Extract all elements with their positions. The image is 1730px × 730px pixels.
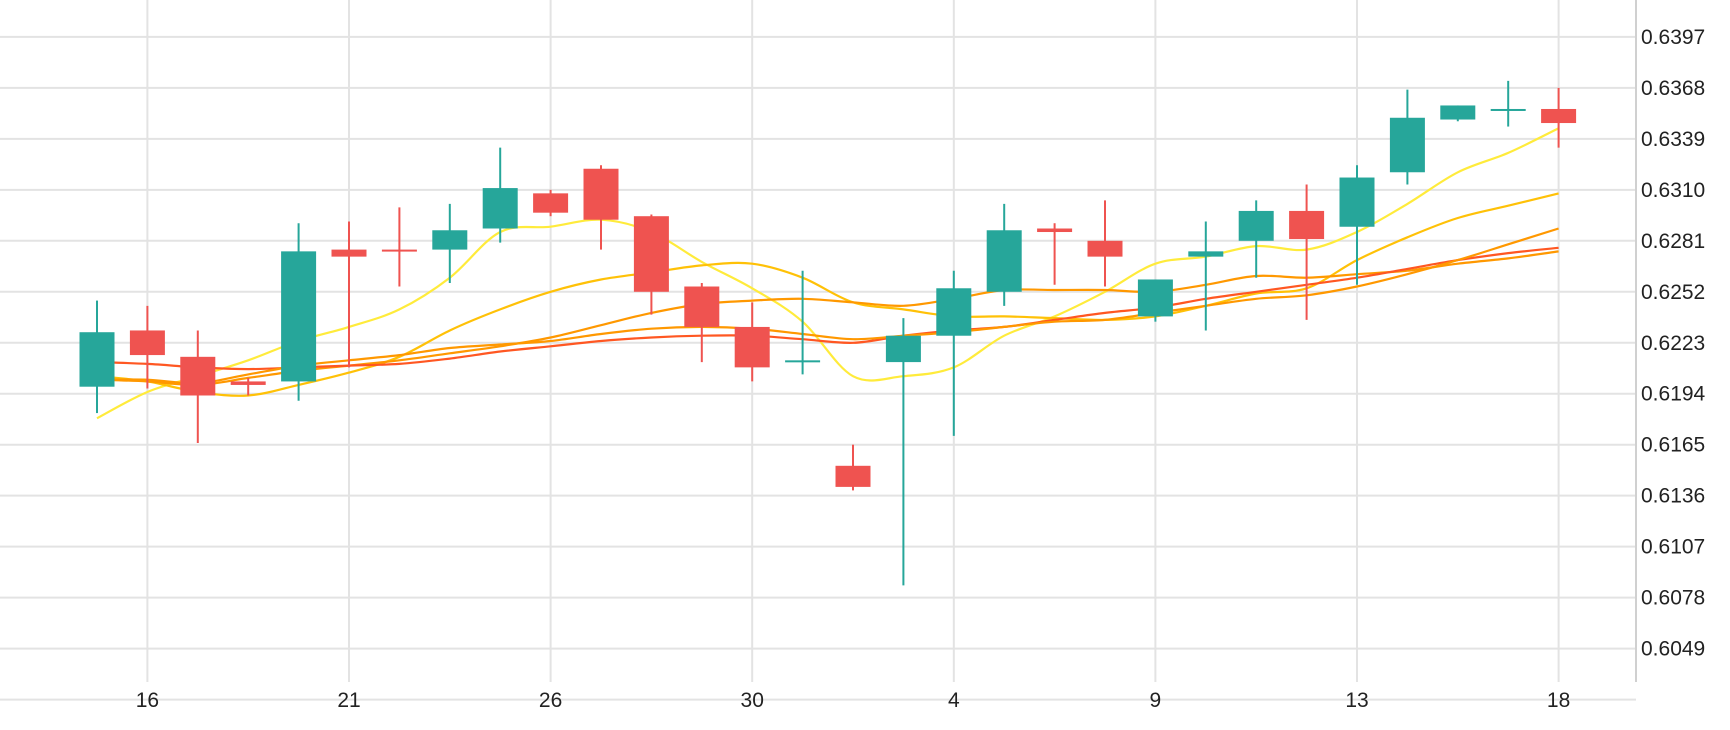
candle-up	[785, 270, 821, 375]
candle-body	[79, 332, 115, 387]
candle-body	[1440, 105, 1476, 120]
candle-down	[381, 207, 417, 287]
candle-body	[432, 230, 468, 250]
y-tick-label: 0.6107	[1641, 536, 1705, 559]
candle-body	[281, 251, 317, 382]
candle-body	[986, 230, 1022, 292]
y-tick-label: 0.6194	[1641, 383, 1706, 406]
moving-average-line	[96, 192, 1559, 397]
candle-body	[684, 286, 720, 327]
candle-body	[1490, 108, 1526, 111]
x-tick-label: 16	[136, 689, 159, 712]
y-tick-label: 0.6078	[1641, 587, 1705, 610]
candle-down	[331, 221, 367, 368]
candle-up	[432, 203, 468, 283]
candle-down	[230, 377, 266, 396]
candle-down	[1087, 200, 1123, 287]
moving-average-line	[96, 127, 1560, 420]
moving-averages	[96, 127, 1560, 420]
candle-up	[281, 223, 317, 401]
candle-body	[1389, 117, 1425, 173]
grid	[0, 0, 1637, 701]
candle-body	[835, 465, 871, 487]
candle-body	[129, 330, 165, 356]
y-tick-label: 0.6223	[1641, 332, 1705, 355]
candle-up	[986, 203, 1022, 306]
candle-down	[1037, 223, 1073, 285]
candle-body	[331, 249, 367, 257]
candle-body	[1037, 228, 1073, 233]
candle-body	[936, 288, 972, 336]
candle-body	[1087, 240, 1123, 257]
y-tick-label: 0.6368	[1641, 77, 1705, 100]
candle-up	[1339, 165, 1375, 285]
candle-body	[1137, 279, 1173, 317]
candles	[79, 80, 1577, 586]
x-tick-label: 4	[948, 689, 960, 712]
candle-up	[1440, 105, 1476, 122]
candle-down	[1289, 184, 1325, 320]
candle-down	[180, 330, 216, 443]
candle-up	[1238, 200, 1274, 278]
x-tick-label: 9	[1150, 689, 1162, 712]
x-tick-label: 21	[337, 689, 360, 712]
candle-up	[1137, 279, 1173, 322]
candle-body	[180, 356, 216, 396]
candle-body	[1541, 108, 1577, 124]
candle-down	[633, 214, 669, 315]
x-tick-label: 18	[1547, 689, 1570, 712]
candle-body	[885, 335, 921, 363]
y-tick-label: 0.6049	[1641, 638, 1705, 661]
candle-down	[583, 165, 619, 250]
y-tick-label: 0.6397	[1641, 26, 1705, 49]
candle-down	[129, 305, 165, 389]
x-axis: 16 21 26 30 4 9 13 18	[136, 689, 1571, 712]
x-tick-label: 26	[539, 689, 562, 712]
candle-up	[936, 270, 972, 436]
y-tick-label: 0.6281	[1641, 230, 1705, 253]
moving-average-line	[96, 227, 1559, 385]
candle-up	[482, 147, 518, 243]
candle-up	[1188, 221, 1224, 331]
candle-body	[633, 216, 669, 292]
x-tick-label: 13	[1345, 689, 1368, 712]
candle-up	[79, 300, 115, 414]
candle-body	[533, 193, 569, 213]
candle-down	[734, 302, 770, 382]
y-tick-label: 0.6165	[1641, 434, 1705, 457]
candle-body	[1188, 251, 1224, 257]
candle-body	[230, 381, 266, 385]
candle-down	[835, 444, 871, 491]
y-tick-label: 0.6136	[1641, 485, 1705, 508]
y-tick-label: 0.6310	[1641, 179, 1705, 202]
candle-body	[583, 168, 619, 220]
candle-body	[734, 326, 770, 368]
candle-up	[885, 318, 921, 586]
candle-down	[1541, 87, 1577, 148]
candle-body	[482, 188, 518, 229]
candle-body	[1238, 210, 1274, 241]
candle-body	[785, 360, 821, 363]
candle-down	[533, 189, 569, 217]
candle-up	[1389, 89, 1425, 185]
moving-average-line	[96, 246, 1559, 371]
candle-up	[1490, 80, 1526, 127]
y-axis: 0.6397 0.6368 0.6339 0.6310 0.6281 0.6252 0.62…	[1641, 26, 1706, 661]
candle-body	[381, 249, 417, 252]
candle-down	[684, 282, 720, 363]
candle-body	[1339, 177, 1375, 227]
y-tick-label: 0.6339	[1641, 128, 1705, 151]
y-tick-label: 0.6252	[1641, 281, 1705, 304]
candle-body	[1289, 210, 1325, 240]
x-tick-label: 30	[741, 689, 764, 712]
